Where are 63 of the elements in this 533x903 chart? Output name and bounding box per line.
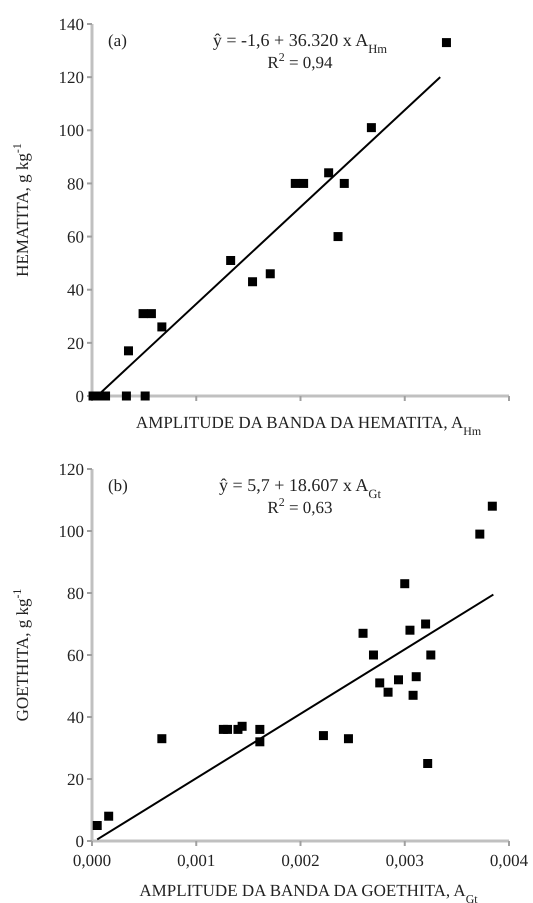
point [423, 759, 432, 768]
y-tick-label: 80 [67, 174, 84, 194]
point [400, 579, 410, 588]
point [146, 309, 156, 318]
point [334, 232, 343, 242]
point [248, 277, 258, 286]
point [368, 650, 378, 660]
annotation: R$^{2}$ = 0,94 [267, 50, 334, 72]
point [421, 620, 430, 628]
y-tick-label: 40 [67, 280, 84, 300]
y-tick-label: 0 [76, 386, 84, 406]
point [140, 392, 150, 400]
point [324, 168, 334, 178]
x-tick-label: 0,003 [386, 851, 424, 870]
annotation: R$^{2}$ = 0,63 [267, 495, 333, 517]
x-tick-label: 0,004 [490, 851, 529, 870]
point [138, 309, 148, 318]
y-tick-label: 80 [67, 584, 84, 603]
point [226, 256, 236, 265]
annotation: (b) [108, 476, 128, 495]
x-tick-label: 0,002 [281, 851, 320, 870]
point [266, 269, 275, 278]
x-axis-title: AMPLITUDE DA BANDA DA GOETHITA, A$_{Gt}$ [139, 881, 478, 903]
point [405, 626, 414, 635]
point [223, 724, 232, 734]
point [344, 734, 353, 744]
point [426, 650, 436, 660]
x-tick-label: 0,000 [72, 851, 112, 870]
point [255, 724, 264, 734]
y-tick-label: 40 [67, 708, 84, 727]
point [475, 530, 484, 539]
point [157, 322, 166, 332]
y-tick-label: 0 [76, 832, 84, 851]
point [157, 734, 166, 744]
y-tick-label: 120 [58, 460, 84, 479]
point [104, 812, 114, 821]
point [340, 178, 349, 188]
annotation: (a) [108, 31, 127, 50]
point [384, 688, 393, 697]
x-tick-label: 0,001 [177, 851, 216, 870]
y-tick-label: 20 [67, 770, 84, 789]
point [442, 38, 451, 48]
point [488, 502, 497, 511]
y-tick-label: 140 [58, 14, 84, 34]
point [358, 628, 368, 638]
point [375, 678, 384, 688]
y-tick-label: 100 [58, 522, 84, 541]
y-tick-label: 100 [58, 121, 84, 140]
point [299, 178, 308, 188]
point [122, 392, 131, 400]
y-tick-label: 20 [67, 334, 84, 353]
point [412, 672, 421, 682]
x-axis-title: AMPLITUDE DA BANDA DA HEMATITA, A$_{Hm}$ [136, 413, 482, 438]
point [318, 731, 328, 740]
point [238, 722, 247, 731]
y-tick-label: 60 [67, 228, 84, 247]
y-tick-label: 120 [58, 68, 84, 88]
point [394, 675, 403, 684]
point [366, 123, 376, 132]
point [92, 821, 102, 830]
y-tick-label: 60 [67, 646, 84, 665]
point [124, 346, 133, 356]
point [408, 690, 418, 700]
